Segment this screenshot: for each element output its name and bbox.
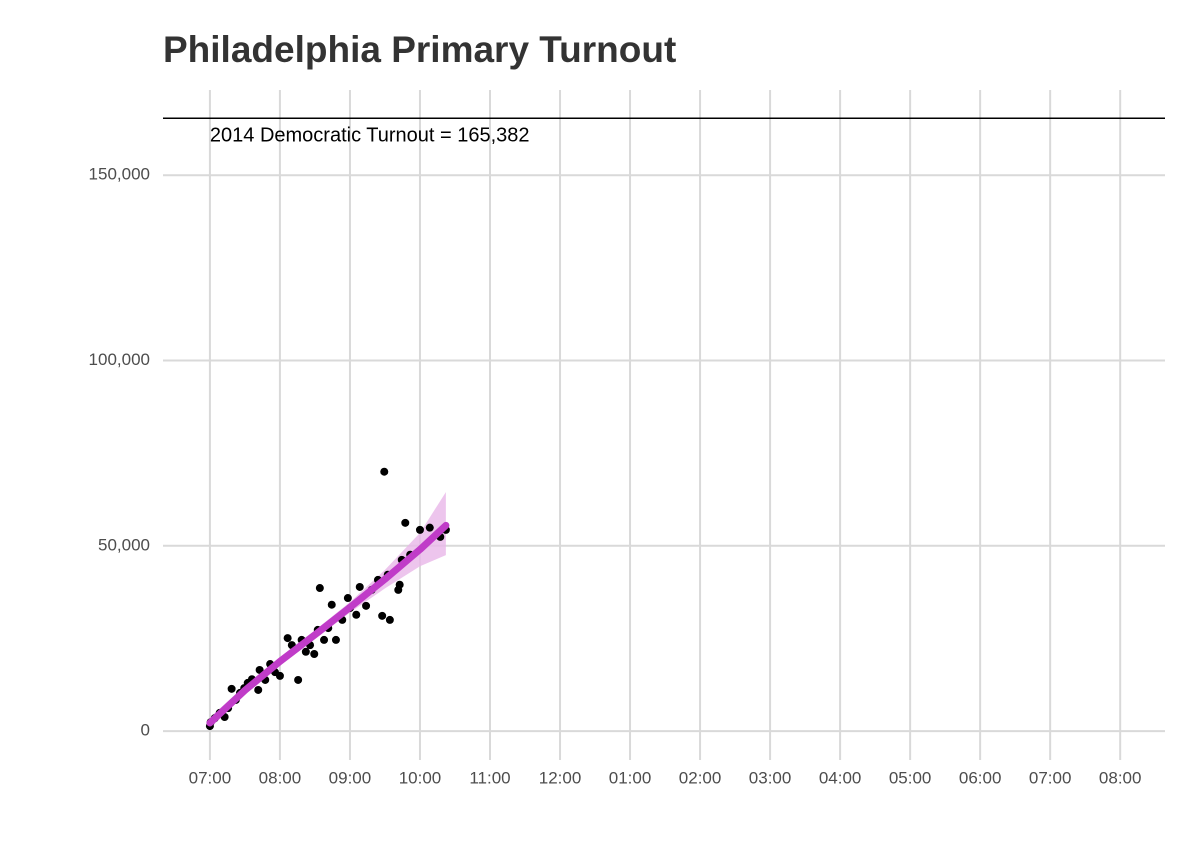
x-tick-label: 03:00: [749, 768, 792, 787]
smooth-line: [206, 521, 450, 727]
point: [352, 610, 361, 619]
point: [310, 650, 319, 659]
x-tick-label: 05:00: [889, 768, 932, 787]
x-tick-label: 09:00: [329, 768, 372, 787]
x-tick-label: 10:00: [399, 768, 442, 787]
chart-title: Philadelphia Primary Turnout: [163, 29, 676, 70]
point: [425, 523, 434, 532]
point: [395, 580, 404, 589]
point: [385, 615, 394, 624]
point: [315, 584, 324, 593]
y-tick-label: 0: [141, 721, 150, 740]
point: [301, 647, 310, 656]
x-tick-label: 04:00: [819, 768, 862, 787]
point: [378, 611, 387, 620]
reference-label: 2014 Democratic Turnout = 165,382: [210, 125, 530, 147]
point: [320, 635, 329, 644]
point: [294, 675, 303, 684]
point: [331, 635, 340, 644]
x-tick-label: 07:00: [1029, 768, 1072, 787]
point: [275, 671, 284, 680]
x-tick-label: 08:00: [1099, 768, 1142, 787]
x-tick-label: 08:00: [259, 768, 302, 787]
y-tick-label: 50,000: [98, 535, 150, 554]
x-tick-label: 11:00: [469, 768, 510, 787]
point: [283, 634, 292, 643]
x-tick-label: 06:00: [959, 768, 1002, 787]
point: [254, 685, 263, 694]
point: [255, 665, 264, 674]
point: [415, 525, 424, 534]
y-tick-label: 150,000: [89, 165, 150, 184]
x-tick-label: 12:00: [539, 768, 582, 787]
x-tick-label: 02:00: [679, 768, 722, 787]
point: [327, 600, 336, 609]
x-tick-label: 01:00: [609, 768, 652, 787]
point: [362, 601, 371, 610]
point: [401, 518, 410, 527]
point: [343, 594, 352, 603]
point: [380, 467, 389, 476]
point: [355, 582, 364, 591]
x-tick-label: 07:00: [189, 768, 232, 787]
y-tick-label: 100,000: [89, 350, 150, 369]
point: [227, 684, 236, 693]
